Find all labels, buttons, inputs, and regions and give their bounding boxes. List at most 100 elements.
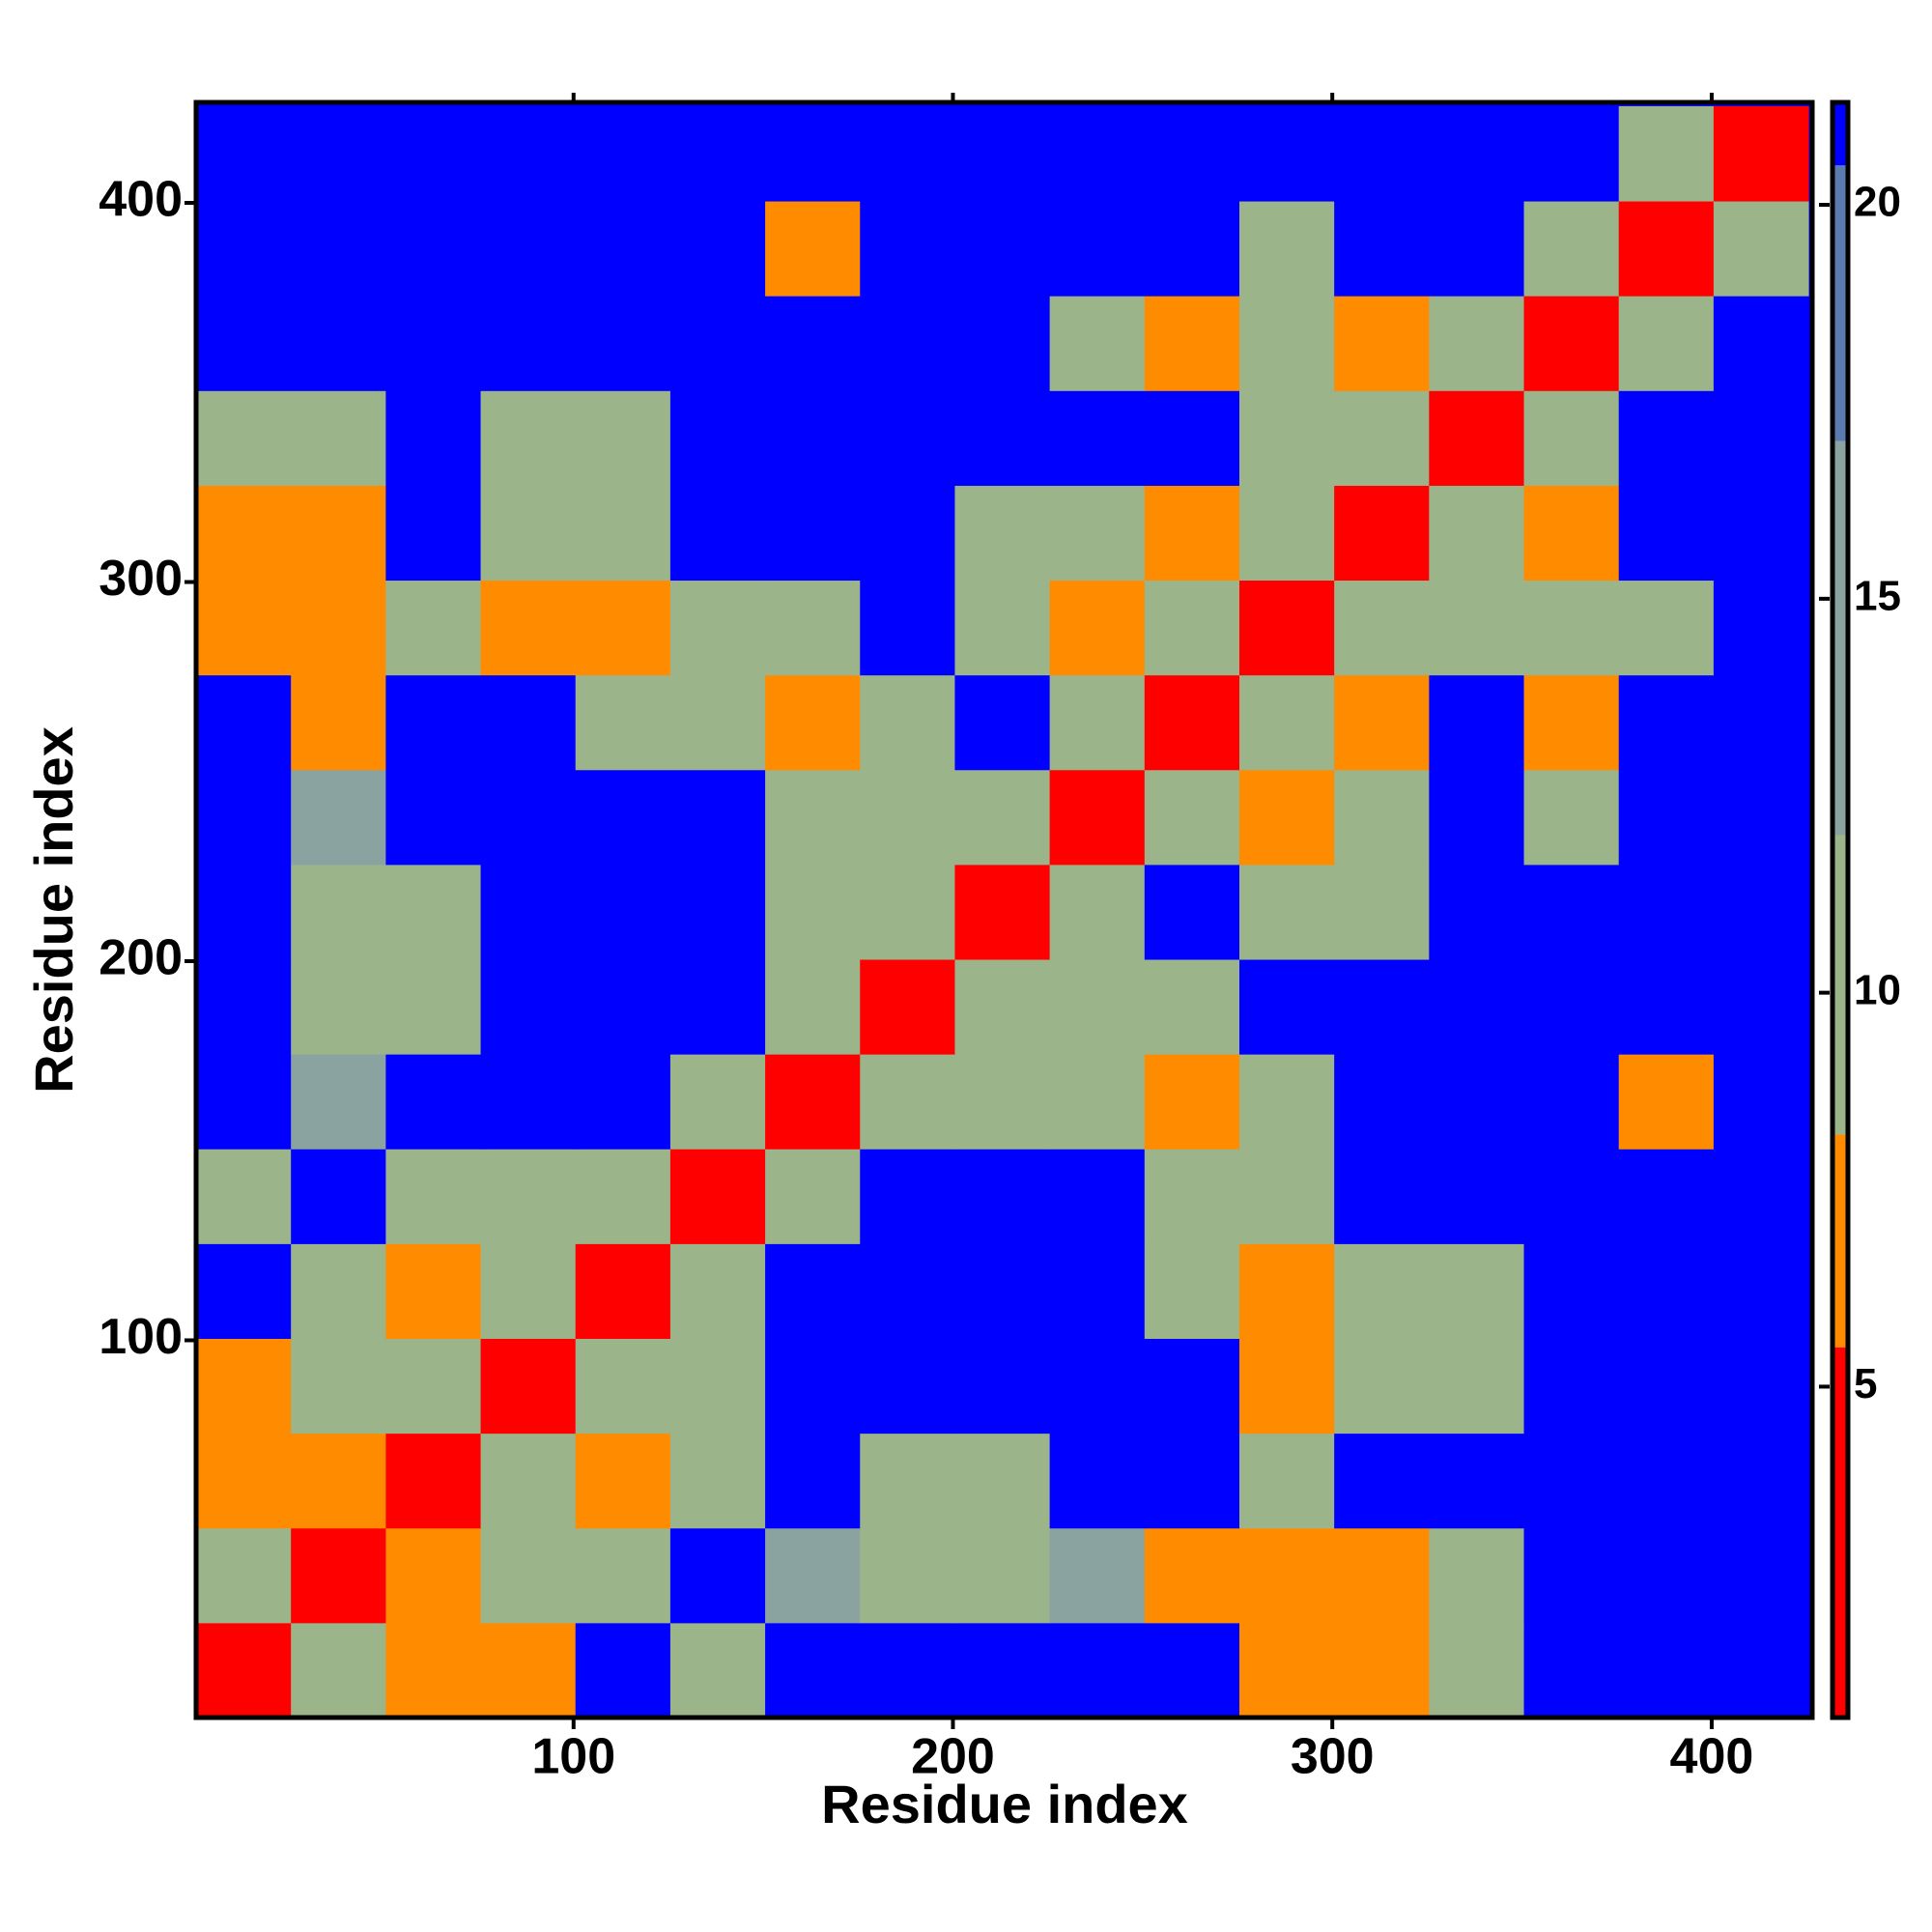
heatmap-cell bbox=[480, 201, 577, 297]
heatmap-cell bbox=[480, 769, 577, 866]
heatmap-cell bbox=[1049, 1054, 1146, 1150]
colorbar bbox=[1833, 102, 1848, 1718]
heatmap-cell bbox=[1429, 1433, 1525, 1529]
heatmap-cell bbox=[1144, 1149, 1240, 1244]
heatmap-cell bbox=[669, 1054, 766, 1150]
heatmap-cell bbox=[669, 674, 766, 771]
heatmap-cell bbox=[954, 1149, 1051, 1244]
heatmap-cell bbox=[1618, 1433, 1715, 1529]
heatmap-cell bbox=[1713, 1527, 1809, 1624]
heatmap-cell bbox=[1523, 1527, 1620, 1624]
heatmap-cell bbox=[575, 1527, 671, 1624]
heatmap-cell bbox=[1334, 1433, 1430, 1529]
heatmap-cell bbox=[1618, 1338, 1715, 1435]
heatmap-cell bbox=[1429, 390, 1525, 486]
heatmap-cell bbox=[1618, 769, 1715, 866]
heatmap-cell bbox=[575, 1149, 671, 1244]
heatmap-cell bbox=[1049, 105, 1146, 202]
heatmap-cell bbox=[860, 1622, 955, 1719]
heatmap-cell bbox=[575, 769, 671, 866]
heatmap-cell bbox=[1523, 864, 1620, 960]
heatmap-cell bbox=[1523, 959, 1620, 1055]
heatmap-cell bbox=[575, 1243, 671, 1340]
heatmap-cell bbox=[765, 201, 861, 297]
heatmap-cell bbox=[1144, 201, 1240, 297]
heatmap-cell bbox=[1144, 1243, 1240, 1340]
heatmap-cell bbox=[669, 201, 766, 297]
colorbar-segment bbox=[1833, 1347, 1848, 1718]
colorbar-segment bbox=[1833, 440, 1848, 836]
heatmap-cell bbox=[954, 1054, 1051, 1150]
heatmap-cell bbox=[1334, 959, 1430, 1055]
heatmap-cells bbox=[196, 105, 1809, 1719]
heatmap-cell bbox=[765, 769, 861, 866]
heatmap-cell bbox=[196, 674, 292, 771]
heatmap-cell bbox=[860, 864, 955, 960]
heatmap-cell bbox=[1144, 485, 1240, 582]
heatmap-cell bbox=[1429, 201, 1525, 297]
heatmap-cell bbox=[765, 1149, 861, 1244]
heatmap-cell bbox=[480, 485, 577, 582]
heatmap-cell bbox=[385, 1433, 482, 1529]
heatmap-cell bbox=[575, 485, 671, 582]
heatmap-cell bbox=[575, 1433, 671, 1529]
heatmap-cell bbox=[669, 864, 766, 960]
heatmap-cell bbox=[1334, 1243, 1430, 1340]
heatmap-cell bbox=[1618, 674, 1715, 771]
heatmap-cell bbox=[1713, 1433, 1809, 1529]
heatmap-cell bbox=[1429, 1149, 1525, 1244]
heatmap-cell bbox=[291, 1149, 386, 1244]
heatmap-cell bbox=[1713, 1243, 1809, 1340]
heatmap-cell bbox=[575, 296, 671, 391]
colorbar-segment bbox=[1833, 1134, 1848, 1348]
heatmap-cell bbox=[575, 959, 671, 1055]
heatmap-cell bbox=[1144, 674, 1240, 771]
heatmap-cell bbox=[1523, 580, 1620, 676]
heatmap-cell bbox=[1334, 864, 1430, 960]
heatmap-cell bbox=[1429, 769, 1525, 866]
heatmap-cell bbox=[480, 1433, 577, 1529]
heatmap-cell bbox=[860, 1527, 955, 1624]
heatmap-cell bbox=[1144, 864, 1240, 960]
heatmap-cell bbox=[1238, 105, 1335, 202]
heatmap-cell bbox=[196, 1622, 292, 1719]
heatmap-cell bbox=[860, 1433, 955, 1529]
heatmap-cell bbox=[1618, 1149, 1715, 1244]
heatmap-cell bbox=[385, 1338, 482, 1435]
heatmap-cell bbox=[954, 580, 1051, 676]
heatmap-cell bbox=[196, 296, 292, 391]
heatmap-cell bbox=[860, 1338, 955, 1435]
heatmap-cell bbox=[575, 201, 671, 297]
heatmap-cell bbox=[196, 1433, 292, 1529]
heatmap-cell bbox=[196, 1149, 292, 1244]
colorbar-segment bbox=[1833, 835, 1848, 1135]
heatmap-cell bbox=[385, 674, 482, 771]
heatmap-cell bbox=[954, 1338, 1051, 1435]
heatmap-cell bbox=[1238, 296, 1335, 391]
heatmap-cell bbox=[1713, 674, 1809, 771]
heatmap-cell bbox=[669, 1149, 766, 1244]
heatmap-cell bbox=[1238, 1054, 1335, 1150]
heatmap-cell bbox=[1334, 674, 1430, 771]
heatmap-cell bbox=[1523, 674, 1620, 771]
heatmap-cell bbox=[765, 390, 861, 486]
heatmap-cell bbox=[196, 864, 292, 960]
heatmap-cell bbox=[1429, 296, 1525, 391]
heatmap-cell bbox=[669, 296, 766, 391]
heatmap-cell bbox=[1334, 105, 1430, 202]
heatmap-cell bbox=[1618, 485, 1715, 582]
heatmap-cell bbox=[575, 1054, 671, 1150]
heatmap-cell bbox=[1523, 1054, 1620, 1150]
heatmap-cell bbox=[1049, 674, 1146, 771]
heatmap-cell bbox=[385, 201, 482, 297]
heatmap-cell bbox=[1334, 390, 1430, 486]
heatmap-cell bbox=[291, 674, 386, 771]
heatmap-cell bbox=[954, 1622, 1051, 1719]
heatmap-cell bbox=[1713, 485, 1809, 582]
heatmap-cell bbox=[1429, 674, 1525, 771]
heatmap-cell bbox=[1523, 1622, 1620, 1719]
heatmap-cell bbox=[1049, 485, 1146, 582]
heatmap-cell bbox=[1523, 1149, 1620, 1244]
heatmap-cell bbox=[385, 769, 482, 866]
heatmap-cell bbox=[1618, 1054, 1715, 1150]
